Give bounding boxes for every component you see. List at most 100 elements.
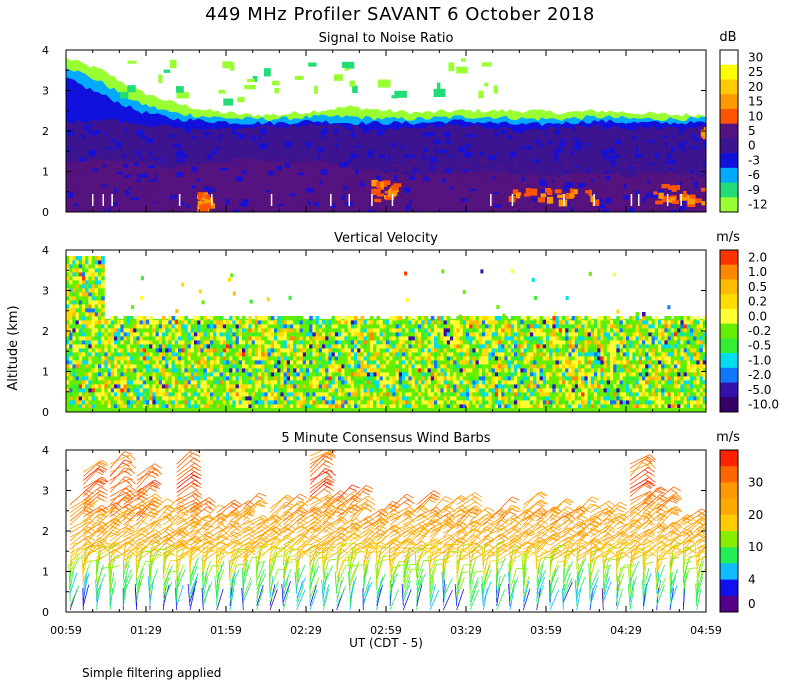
snr-highlight-cell: [655, 200, 664, 205]
velocity-cell: [453, 404, 457, 409]
velocity-cell: [91, 324, 96, 329]
velocity-cell: [184, 388, 188, 393]
velocity-cell: [302, 336, 307, 341]
velocity-cell: [146, 388, 150, 393]
velocity-cell: [290, 316, 294, 321]
velocity-cell: [533, 368, 537, 373]
velocity-cell: [341, 400, 345, 405]
velocity-cell: [427, 336, 432, 341]
velocity-cell: [251, 364, 256, 369]
velocity-cell: [405, 392, 409, 397]
velocity-cell: [322, 376, 326, 381]
velocity-cell: [139, 336, 144, 341]
snr-cell: [122, 163, 129, 168]
velocity-cell: [565, 388, 569, 393]
velocity-cell: [184, 400, 188, 405]
velocity-cell: [590, 324, 595, 329]
snr-cell: [406, 165, 413, 171]
velocity-cell: [251, 384, 256, 389]
velocity-cell: [306, 380, 310, 385]
velocity-cell: [85, 340, 89, 345]
velocity-cell: [245, 380, 249, 385]
velocity-cell: [315, 324, 320, 329]
velocity-cell: [293, 360, 297, 365]
velocity-cell: [565, 344, 569, 349]
velocity-cell: [328, 320, 332, 325]
velocity-cell: [600, 324, 604, 329]
velocity-cell: [360, 332, 364, 337]
velocity-cell: [546, 396, 550, 401]
velocity-cell: [610, 352, 614, 357]
velocity-cell: [286, 336, 291, 341]
velocity-cell: [325, 340, 329, 345]
velocity-cell: [78, 348, 83, 353]
velocity-cell: [258, 320, 262, 325]
velocity-cell: [536, 400, 540, 405]
velocity-cell: [110, 348, 115, 353]
velocity-cell: [402, 376, 406, 381]
velocity-cell: [267, 324, 272, 329]
velocity-cell: [334, 340, 339, 345]
velocity-cell: [72, 332, 76, 337]
velocity-cell: [325, 344, 329, 349]
velocity-cell: [312, 332, 316, 337]
snr-cell: [648, 163, 654, 166]
velocity-cell: [139, 384, 144, 389]
velocity-cell: [322, 384, 326, 389]
velocity-cell: [446, 376, 451, 381]
velocity-cell: [376, 336, 380, 341]
velocity-cell: [510, 328, 515, 333]
snr-cell: [259, 143, 268, 149]
velocity-cell: [616, 344, 620, 349]
velocity-cell: [389, 372, 393, 377]
velocity-cell: [101, 356, 105, 361]
velocity-cell: [328, 376, 332, 381]
velocity-cell: [181, 324, 185, 329]
velocity-cell: [142, 368, 147, 373]
velocity-cell: [88, 400, 92, 405]
snr-cell: [690, 145, 697, 149]
velocity-cell: [498, 320, 502, 325]
snr-cell: [667, 153, 672, 159]
velocity-cell: [363, 320, 368, 325]
velocity-cell: [104, 404, 108, 409]
velocity-cell: [418, 340, 422, 345]
velocity-cell: [302, 364, 307, 369]
velocity-cell: [408, 404, 412, 409]
velocity-cell: [392, 352, 396, 357]
velocity-cell: [402, 332, 406, 337]
velocity-cell: [149, 344, 153, 349]
velocity-cell: [322, 388, 326, 393]
velocity-cell: [472, 360, 476, 365]
velocity-cell: [270, 396, 275, 401]
velocity-cell: [392, 404, 396, 409]
velocity-cell: [610, 336, 614, 341]
velocity-cell: [354, 400, 358, 405]
velocity-cell: [274, 360, 278, 365]
velocity-cell: [245, 392, 249, 397]
velocity-cell: [299, 340, 304, 345]
velocity-cell: [350, 368, 355, 373]
velocity-cell: [117, 400, 121, 405]
velocity-cell: [91, 320, 96, 325]
snr-cell: [219, 135, 222, 141]
velocity-cell: [98, 308, 102, 313]
snr-cell: [493, 204, 501, 208]
velocity-cell: [539, 344, 544, 349]
velocity-cell: [238, 392, 243, 397]
velocity-cell: [318, 368, 323, 373]
snr-cell: [134, 181, 142, 188]
velocity-cell: [616, 324, 620, 329]
velocity-cell: [258, 372, 262, 377]
velocity-cell: [210, 396, 214, 401]
velocity-cell: [232, 360, 236, 365]
velocity-cell: [466, 336, 470, 341]
velocity-cell: [277, 332, 281, 337]
snr-cell: [614, 139, 622, 145]
velocity-cell: [216, 380, 220, 385]
velocity-cell: [514, 352, 518, 357]
velocity-cell: [149, 348, 153, 353]
velocity-cell: [187, 364, 192, 369]
velocity-cell: [619, 392, 624, 397]
velocity-cell: [334, 396, 339, 401]
